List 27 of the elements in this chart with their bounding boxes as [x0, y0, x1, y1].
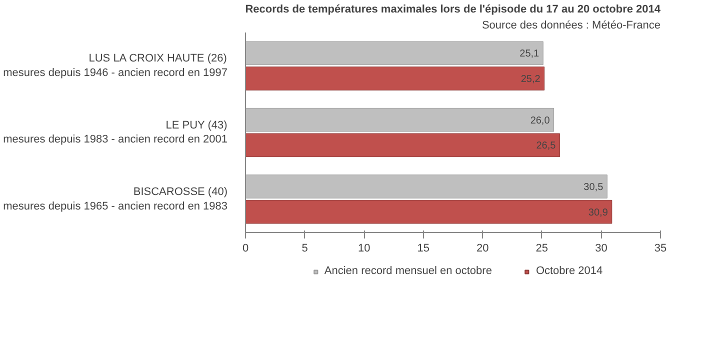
y-tick-label: LUS LA CROIX HAUTE (26) mesures depuis 1946 - ancien record en 1997	[3, 52, 228, 80]
bar	[246, 133, 560, 158]
x-tick-label: 30	[595, 242, 608, 254]
data-label: 30,5	[584, 182, 604, 193]
y-tick-label: LE PUY (43) mesures depuis 1983 - ancien record en 2001	[3, 119, 228, 146]
x-tick-label: 20	[476, 242, 489, 254]
data-label: 25,1	[520, 48, 540, 60]
data-label: 26,0	[530, 115, 550, 126]
bar	[246, 41, 544, 66]
x-tick-label: 5	[302, 242, 308, 254]
source-note: Source des données : Météo-France	[482, 20, 660, 32]
chart-title: Records de températures maximales lors de l'épisode du 17 au 20 octobre 2014	[245, 4, 662, 16]
bar	[246, 108, 554, 132]
x-tick-label: 10	[358, 242, 370, 254]
legend-label: Octobre 2014	[536, 265, 603, 277]
bar	[246, 200, 612, 224]
y-tick-label: BISCAROSSE (40) mesures depuis 1965 - ancien record en 1983	[3, 186, 228, 212]
legend-label: Ancien record mensuel en octobre	[324, 265, 492, 277]
data-label: 25,2	[520, 74, 541, 85]
x-tick-label: 25	[536, 242, 548, 254]
x-tick-label: 15	[417, 242, 430, 254]
x-tick-label: 0	[242, 242, 249, 254]
data-label: 26,5	[536, 140, 556, 152]
x-tick-label: 35	[654, 242, 667, 254]
data-label: 30,9	[588, 207, 608, 218]
bar	[246, 66, 545, 90]
bar	[246, 174, 608, 198]
